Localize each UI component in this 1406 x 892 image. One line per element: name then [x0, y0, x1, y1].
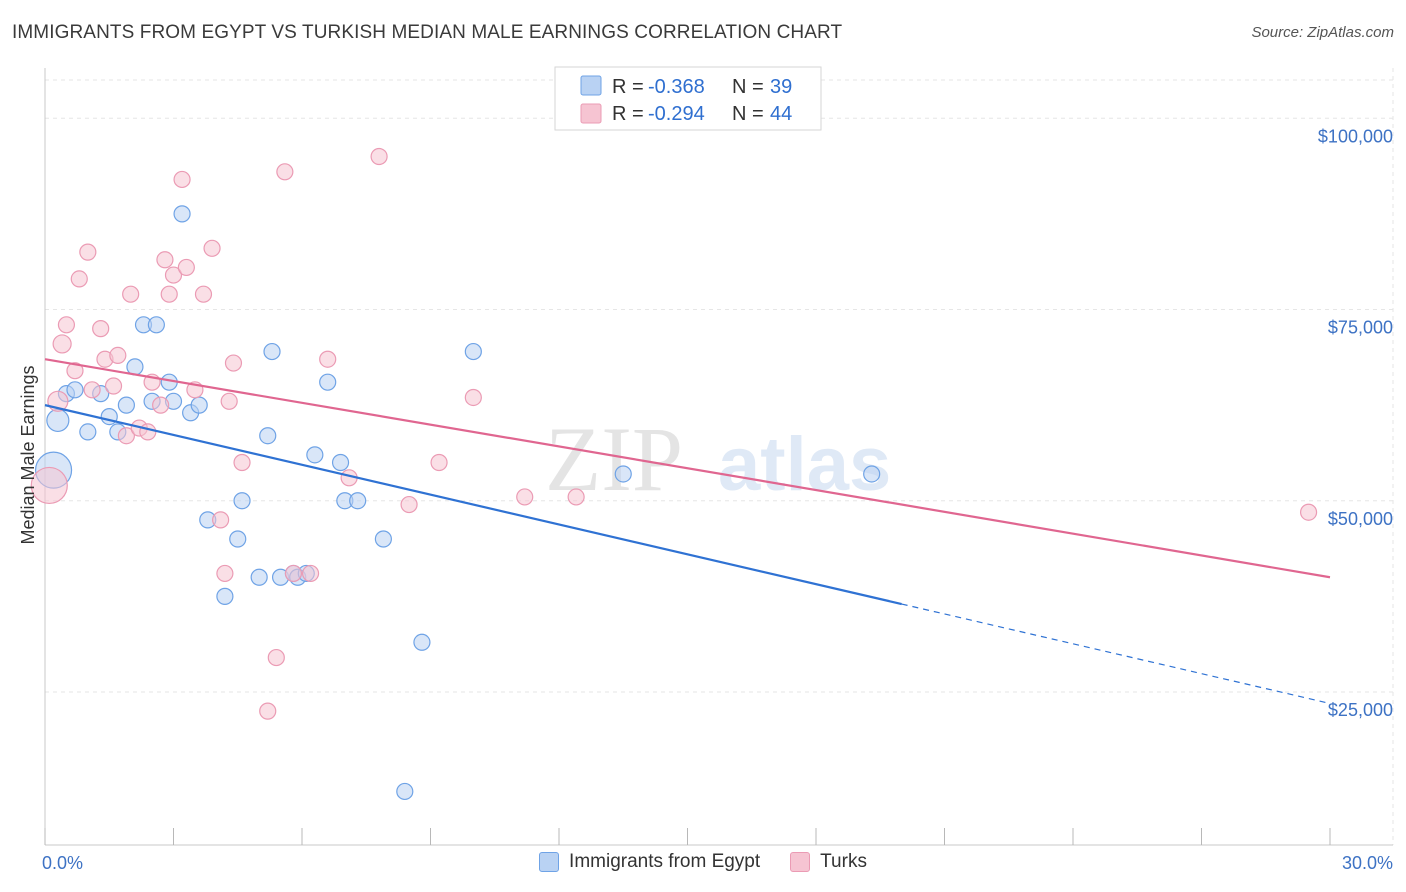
point-egypt-20	[229, 530, 247, 548]
point-turks-28	[220, 392, 238, 410]
source-label: Source: ZipAtlas.com	[1251, 24, 1394, 41]
x-tick-label-left: 0.0%	[42, 853, 83, 873]
inset-legend-swatch-egypt	[580, 75, 602, 96]
y-tick-label-1: $75,000	[1328, 318, 1393, 338]
point-egypt-33	[349, 492, 367, 510]
y-tick-label-2: $50,000	[1328, 509, 1393, 529]
point-egypt-22	[250, 568, 268, 586]
point-turks-26	[212, 511, 230, 529]
bottom-legend: Immigrants from Egypt Turks	[0, 851, 1406, 873]
inset-legend-n-value-turks: 44	[770, 103, 792, 125]
y-axis-title: Median Male Earnings	[18, 365, 38, 544]
point-egypt-36	[413, 633, 431, 651]
point-turks-17	[152, 396, 170, 414]
chart-title: IMMIGRANTS FROM EGYPT VS TURKISH MEDIAN …	[12, 22, 843, 43]
inset-legend-n-value-egypt: 39	[770, 76, 792, 98]
point-egypt-38	[614, 465, 632, 483]
point-turks-10	[104, 377, 123, 395]
point-egypt-8	[117, 396, 135, 414]
point-turks-15	[139, 423, 157, 441]
point-turks-39	[400, 495, 418, 514]
point-egypt-12	[147, 316, 165, 334]
point-turks-29	[224, 354, 243, 372]
point-egypt-19	[216, 587, 234, 605]
point-egypt-35	[396, 782, 414, 801]
point-turks-35	[301, 564, 320, 583]
inset-legend-r-label-egypt: R =	[612, 76, 644, 98]
point-egypt-39	[863, 465, 881, 483]
point-turks-8	[92, 320, 110, 338]
trend-line-egypt	[44, 404, 902, 606]
legend-label-egypt: Immigrants from Egypt	[569, 851, 761, 872]
point-turks-20	[164, 266, 183, 284]
legend-item-turks[interactable]: Turks	[790, 851, 867, 873]
point-turks-4	[66, 362, 84, 380]
point-turks-24	[194, 285, 213, 303]
point-egypt-4	[79, 423, 97, 441]
y-tick-label-3: $25,000	[1328, 700, 1393, 720]
point-turks-0	[30, 466, 68, 505]
inset-legend: R = -0.368 N = 39 R = -0.294 N = 44	[554, 66, 822, 131]
point-turks-33	[276, 163, 294, 181]
trend-lines	[44, 358, 1331, 705]
point-turks-42	[516, 488, 534, 506]
point-turks-32	[267, 648, 285, 667]
point-turks-7	[83, 381, 101, 399]
point-turks-21	[173, 170, 191, 189]
y-tick-labels: $100,000 $75,000 $50,000 $25,000	[1318, 126, 1393, 720]
point-turks-19	[160, 285, 178, 303]
inset-legend-r-label-turks: R =	[612, 103, 644, 125]
point-egypt-1	[46, 408, 70, 433]
watermark-atlas: atlas	[718, 422, 891, 507]
point-egypt-34	[374, 530, 392, 548]
watermark: ZIP atlas	[545, 408, 891, 510]
inset-legend-n-label-egypt: N =	[732, 76, 764, 98]
point-turks-41	[464, 388, 482, 407]
point-turks-5	[70, 270, 88, 288]
point-egypt-3	[66, 381, 84, 399]
point-turks-36	[319, 350, 337, 368]
point-egypt-30	[319, 373, 337, 391]
point-turks-43	[567, 488, 585, 506]
inset-legend-r-value-egypt: -0.368	[648, 76, 705, 98]
point-egypt-29	[306, 446, 324, 464]
legend-label-turks: Turks	[820, 851, 867, 872]
watermark-zip: ZIP	[545, 408, 683, 510]
inset-legend-n-label-turks: N =	[732, 103, 764, 125]
inset-legend-r-value-turks: -0.294	[648, 103, 705, 125]
point-turks-30	[233, 453, 251, 472]
point-turks-11	[109, 346, 127, 364]
trend-line-egypt-extrapolated	[901, 603, 1331, 705]
point-turks-6	[79, 243, 97, 261]
x-tick-label-right: 30.0%	[1342, 853, 1393, 873]
point-egypt-23	[259, 427, 277, 445]
point-turks-44	[1299, 503, 1318, 521]
point-egypt-21	[233, 492, 251, 510]
point-egypt-31	[331, 453, 350, 472]
legend-swatch-turks	[790, 852, 811, 872]
point-turks-13	[122, 285, 140, 303]
legend-swatch-egypt	[539, 852, 560, 872]
point-turks-25	[203, 239, 221, 257]
point-egypt-24	[263, 342, 281, 361]
inset-legend-swatch-turks	[580, 103, 602, 124]
data-points	[30, 147, 1318, 801]
legend-item-egypt[interactable]: Immigrants from Egypt	[539, 851, 760, 873]
trend-line-turks	[44, 358, 1331, 579]
point-egypt-37	[464, 342, 482, 361]
point-turks-12	[117, 427, 135, 445]
point-turks-31	[259, 702, 277, 720]
point-turks-34	[284, 564, 303, 583]
point-turks-27	[216, 564, 234, 583]
point-turks-22	[177, 258, 195, 277]
point-turks-3	[57, 316, 76, 334]
point-turks-38	[370, 147, 388, 166]
point-turks-18	[156, 251, 174, 269]
y-tick-label-0: $100,000	[1318, 126, 1393, 146]
point-turks-40	[430, 453, 448, 472]
point-turks-2	[52, 334, 72, 354]
point-egypt-17	[190, 396, 208, 414]
point-egypt-15	[173, 205, 191, 223]
